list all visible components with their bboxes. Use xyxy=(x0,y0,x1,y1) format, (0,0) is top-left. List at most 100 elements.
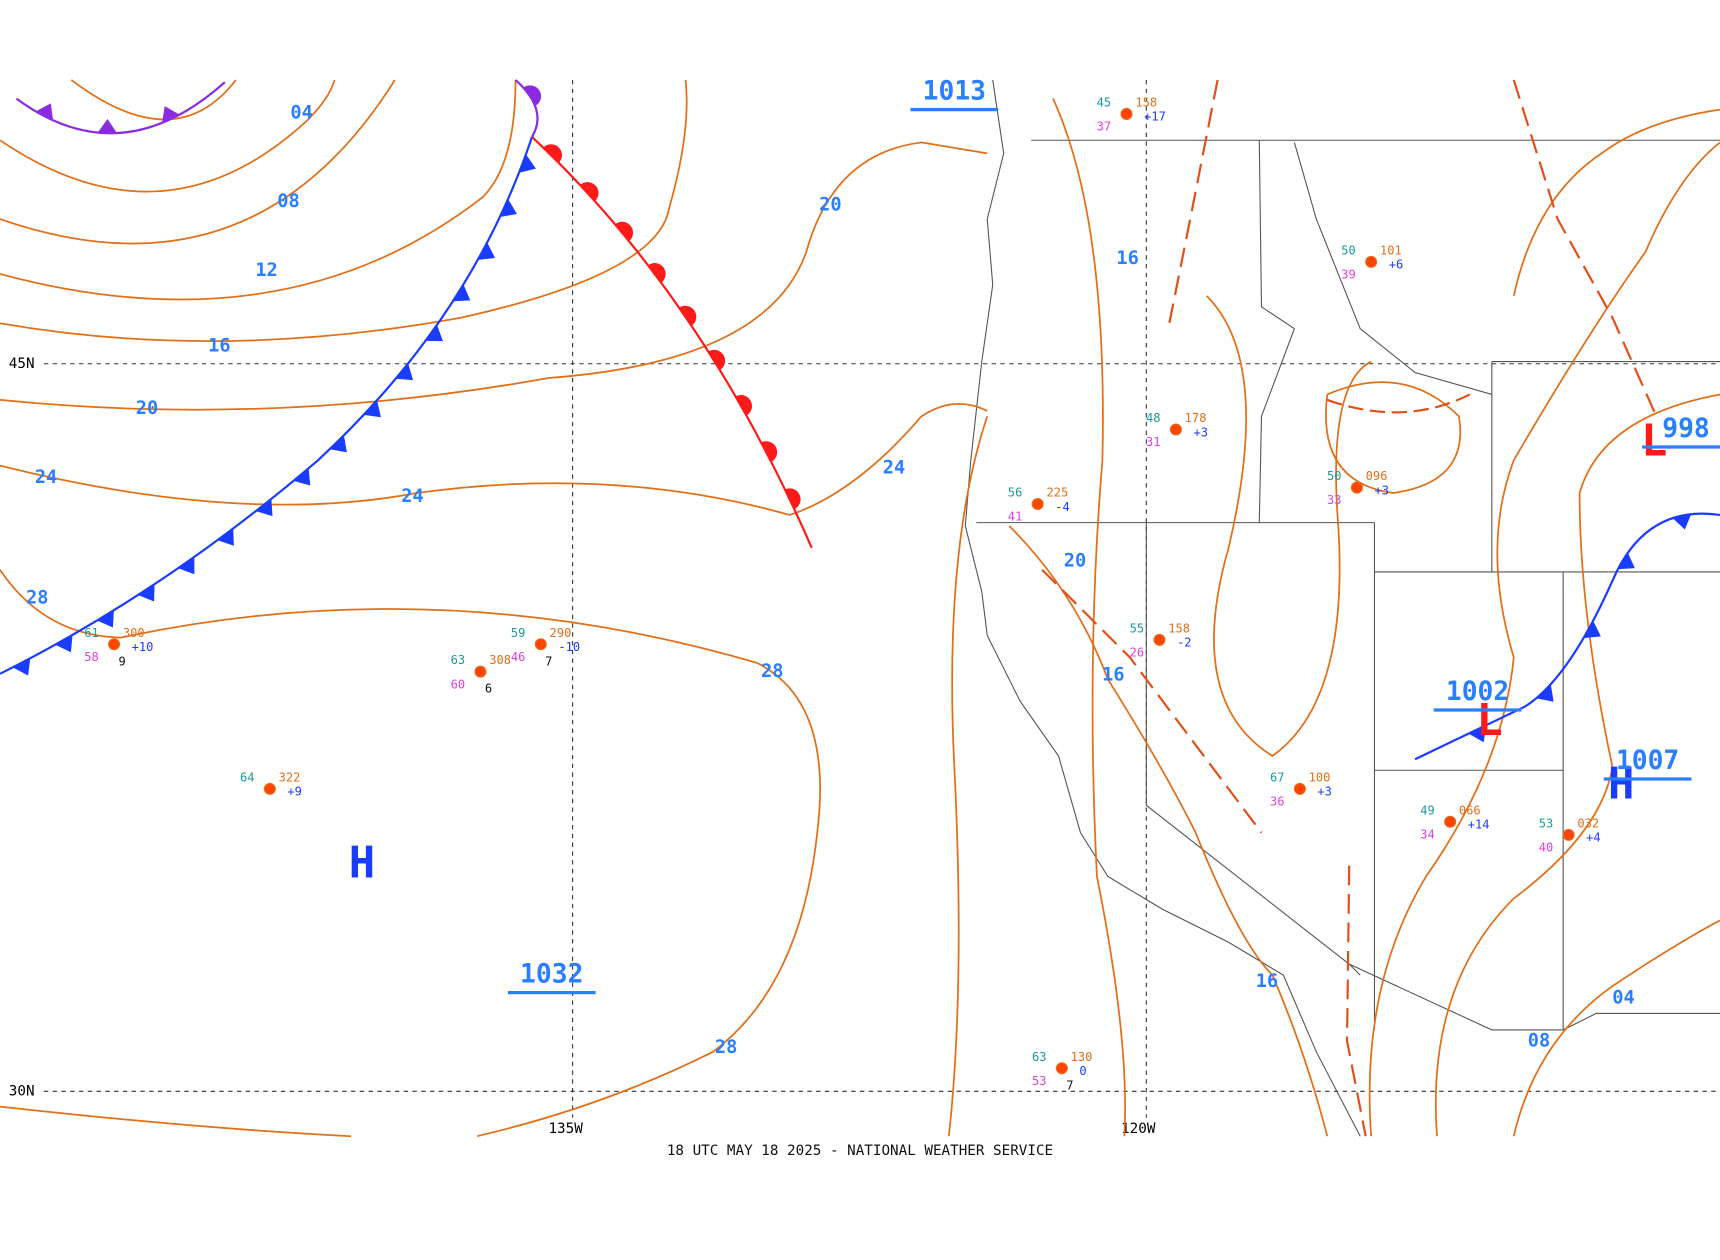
isobar-label: 24 xyxy=(401,486,423,507)
front-semicircle xyxy=(784,488,801,510)
station-pressure: 308 xyxy=(489,653,511,667)
isobar xyxy=(947,416,989,1137)
station-tendency: +3 xyxy=(1317,785,1332,799)
front-semicircle xyxy=(615,221,634,242)
front-triangle xyxy=(55,634,73,653)
isobar-label: 12 xyxy=(255,260,277,281)
front-triangle xyxy=(452,284,471,302)
coastline xyxy=(964,79,1361,1137)
station-marker xyxy=(1153,633,1166,646)
front-triangle xyxy=(1672,513,1692,530)
pressure-center-symbol: H xyxy=(349,838,375,889)
pressure-center-value: 1002 xyxy=(1446,677,1509,707)
station-temp: 50 xyxy=(1341,243,1356,257)
front-semicircle xyxy=(761,441,778,462)
front-triangle xyxy=(499,199,517,218)
pressure-center-symbol: L xyxy=(1476,695,1502,746)
isobar xyxy=(0,79,688,342)
station-temp: 67 xyxy=(1270,770,1285,784)
front-triangle xyxy=(395,363,414,381)
station-dew: 34 xyxy=(1420,827,1435,841)
isobar xyxy=(1512,108,1720,297)
station-dew: 41 xyxy=(1008,510,1023,524)
isobar xyxy=(1325,381,1462,494)
isobar-label: 16 xyxy=(1102,664,1124,685)
station-vis: 7 xyxy=(545,654,552,668)
isobar xyxy=(1052,98,1126,1137)
front-semicircle xyxy=(543,144,562,163)
isobar xyxy=(1368,141,1720,1137)
isobar-label: 28 xyxy=(761,661,783,682)
station-marker xyxy=(1293,782,1306,795)
station-marker xyxy=(1055,1062,1068,1075)
station-pressure: 130 xyxy=(1071,1050,1093,1064)
station-marker xyxy=(263,782,276,795)
front-triangle xyxy=(1536,684,1554,702)
station-tendency: 0 xyxy=(1079,1064,1086,1078)
lat-label: 30N xyxy=(9,1084,35,1100)
station-marker xyxy=(534,638,547,651)
station-temp: 63 xyxy=(1032,1050,1047,1064)
lon-label: 120W xyxy=(1121,1121,1156,1137)
isobar xyxy=(0,1105,352,1138)
station-tendency: +3 xyxy=(1374,483,1389,497)
front-triangle xyxy=(519,154,536,173)
station-dew: 36 xyxy=(1270,795,1285,809)
station-temp: 63 xyxy=(451,653,466,667)
station-temp: 61 xyxy=(84,626,99,640)
isobar-label: 20 xyxy=(819,194,841,215)
front-triangle xyxy=(255,498,273,517)
front-triangle xyxy=(97,610,114,628)
station-pressure: 101 xyxy=(1380,243,1402,257)
isobar xyxy=(0,569,821,1138)
station-temp: 50 xyxy=(1327,469,1342,483)
front-triangle xyxy=(1617,552,1635,570)
isobar xyxy=(0,402,988,516)
isobar xyxy=(0,79,336,193)
station-temp: 59 xyxy=(511,626,526,640)
lon-label: 135W xyxy=(548,1121,583,1137)
station-vis: 7 xyxy=(1066,1078,1073,1092)
pressure-center-symbol: H xyxy=(1608,759,1634,810)
front-triangle xyxy=(425,324,443,342)
front-triangle xyxy=(161,106,180,124)
trough xyxy=(1167,79,1219,329)
station-tendency: +9 xyxy=(287,785,302,799)
front-triangle xyxy=(97,118,118,134)
front-triangle xyxy=(217,528,234,546)
trough xyxy=(1041,568,1263,834)
station-tendency: -4 xyxy=(1055,500,1070,514)
isobar xyxy=(0,79,396,245)
front-triangle xyxy=(1583,620,1601,639)
station-temp: 56 xyxy=(1008,486,1023,500)
isobar-label: 16 xyxy=(1116,248,1138,269)
front-semicircle xyxy=(580,182,599,202)
station-dew: 60 xyxy=(451,677,466,691)
station-tendency: +4 xyxy=(1586,831,1601,845)
station-vis: 9 xyxy=(118,654,125,668)
pressure-center-value: 1032 xyxy=(520,960,583,990)
front-triangle xyxy=(12,658,31,676)
isobar xyxy=(1206,295,1372,758)
station-pressure: 290 xyxy=(550,626,572,640)
station-marker xyxy=(1031,497,1044,511)
front-triangle xyxy=(35,103,54,121)
front-semicircle xyxy=(708,349,726,371)
station-pressure: 100 xyxy=(1309,770,1331,784)
isobar-label: 20 xyxy=(136,398,158,419)
station-tendency: +14 xyxy=(1468,818,1490,832)
station-pressure: 225 xyxy=(1046,486,1068,500)
station-dew: 58 xyxy=(84,650,99,664)
station-dew: 37 xyxy=(1097,120,1112,134)
warm-front xyxy=(531,136,813,549)
station-dew: 26 xyxy=(1130,646,1145,660)
isobar xyxy=(0,141,988,411)
station-marker xyxy=(1562,828,1575,841)
pressure-center-symbol: L xyxy=(1641,416,1667,467)
trough xyxy=(1512,79,1658,417)
station-temp: 53 xyxy=(1539,816,1554,830)
isobar xyxy=(1008,525,1329,1137)
isobar-label: 04 xyxy=(290,102,312,123)
station-temp: 64 xyxy=(240,770,255,784)
front-semicircle xyxy=(679,305,697,326)
